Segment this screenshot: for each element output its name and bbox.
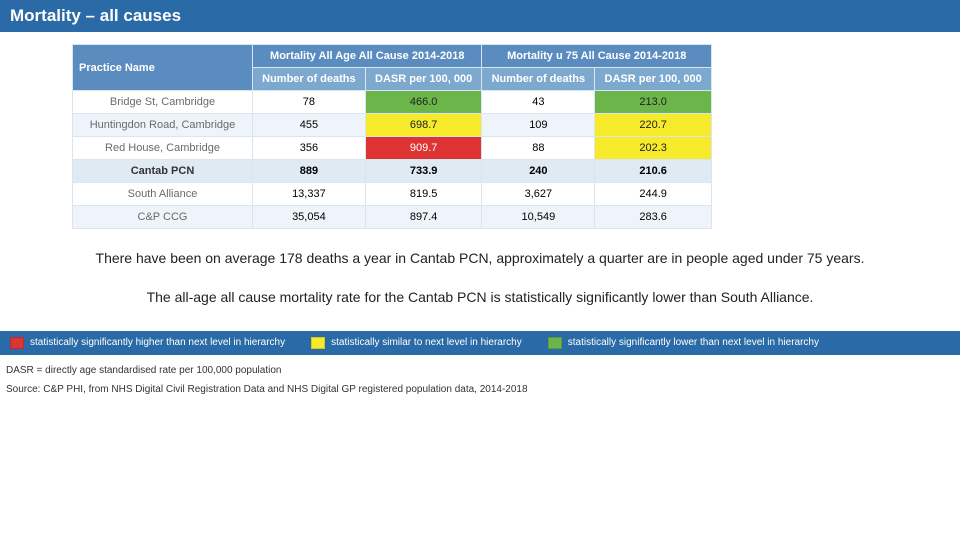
table-row: Cantab PCN889733.9240210.6 bbox=[73, 160, 712, 183]
swatch-yellow-icon bbox=[311, 337, 325, 349]
table-row: Huntingdon Road, Cambridge455698.7109220… bbox=[73, 114, 712, 137]
cell-dasr2: 202.3 bbox=[595, 137, 712, 160]
cell-deaths1: 78 bbox=[253, 91, 366, 114]
swatch-green-icon bbox=[548, 337, 562, 349]
legend-higher-label: statistically significantly higher than … bbox=[30, 337, 285, 348]
cell-deaths2: 3,627 bbox=[482, 183, 595, 206]
cell-practice: Red House, Cambridge bbox=[73, 137, 253, 160]
legend-lower-label: statistically significantly lower than n… bbox=[568, 337, 819, 348]
legend-higher: statistically significantly higher than … bbox=[10, 337, 285, 349]
cell-practice: South Alliance bbox=[73, 183, 253, 206]
mortality-table: Practice Name Mortality All Age All Caus… bbox=[72, 44, 712, 229]
swatch-red-icon bbox=[10, 337, 24, 349]
cell-deaths2: 10,549 bbox=[482, 206, 595, 229]
cell-deaths2: 109 bbox=[482, 114, 595, 137]
cell-practice: C&P CCG bbox=[73, 206, 253, 229]
footnotes: DASR = directly age standardised rate pe… bbox=[0, 355, 960, 395]
cell-deaths1: 35,054 bbox=[253, 206, 366, 229]
cell-deaths1: 13,337 bbox=[253, 183, 366, 206]
legend-lower: statistically significantly lower than n… bbox=[548, 337, 819, 349]
cell-dasr2: 220.7 bbox=[595, 114, 712, 137]
col-group-allage: Mortality All Age All Cause 2014-2018 bbox=[253, 45, 482, 68]
cell-dasr2: 210.6 bbox=[595, 160, 712, 183]
content-area: Practice Name Mortality All Age All Caus… bbox=[0, 32, 960, 395]
footnote-dasr: DASR = directly age standardised rate pe… bbox=[6, 365, 950, 376]
cell-dasr1: 819.5 bbox=[365, 183, 482, 206]
footnote-source: Source: C&P PHI, from NHS Digital Civil … bbox=[6, 384, 950, 395]
legend-similar: statistically similar to next level in h… bbox=[311, 337, 522, 349]
cell-dasr1: 466.0 bbox=[365, 91, 482, 114]
cell-deaths1: 455 bbox=[253, 114, 366, 137]
table-row: South Alliance13,337819.53,627244.9 bbox=[73, 183, 712, 206]
cell-deaths1: 889 bbox=[253, 160, 366, 183]
cell-deaths2: 88 bbox=[482, 137, 595, 160]
cell-deaths2: 240 bbox=[482, 160, 595, 183]
legend-similar-label: statistically similar to next level in h… bbox=[331, 337, 522, 348]
page-title: Mortality – all causes bbox=[0, 0, 960, 32]
cell-dasr2: 213.0 bbox=[595, 91, 712, 114]
cell-practice: Bridge St, Cambridge bbox=[73, 91, 253, 114]
col-practice: Practice Name bbox=[73, 45, 253, 91]
col-deaths2: Number of deaths bbox=[482, 68, 595, 91]
cell-dasr2: 283.6 bbox=[595, 206, 712, 229]
cell-dasr1: 897.4 bbox=[365, 206, 482, 229]
col-group-u75: Mortality u 75 All Cause 2014-2018 bbox=[482, 45, 712, 68]
col-dasr2: DASR per 100, 000 bbox=[595, 68, 712, 91]
col-deaths1: Number of deaths bbox=[253, 68, 366, 91]
table-row: Bridge St, Cambridge78466.043213.0 bbox=[73, 91, 712, 114]
cell-deaths2: 43 bbox=[482, 91, 595, 114]
table-row: Red House, Cambridge356909.788202.3 bbox=[73, 137, 712, 160]
legend-bar: statistically significantly higher than … bbox=[0, 331, 960, 355]
cell-practice: Cantab PCN bbox=[73, 160, 253, 183]
cell-practice: Huntingdon Road, Cambridge bbox=[73, 114, 253, 137]
cell-dasr1: 698.7 bbox=[365, 114, 482, 137]
summary-para-1: There have been on average 178 deaths a … bbox=[70, 249, 890, 268]
cell-dasr1: 909.7 bbox=[365, 137, 482, 160]
table-row: C&P CCG35,054897.410,549283.6 bbox=[73, 206, 712, 229]
cell-dasr2: 244.9 bbox=[595, 183, 712, 206]
cell-deaths1: 356 bbox=[253, 137, 366, 160]
col-dasr1: DASR per 100, 000 bbox=[365, 68, 482, 91]
table-body: Bridge St, Cambridge78466.043213.0Huntin… bbox=[73, 91, 712, 229]
summary-para-2: The all-age all cause mortality rate for… bbox=[70, 288, 890, 307]
cell-dasr1: 733.9 bbox=[365, 160, 482, 183]
